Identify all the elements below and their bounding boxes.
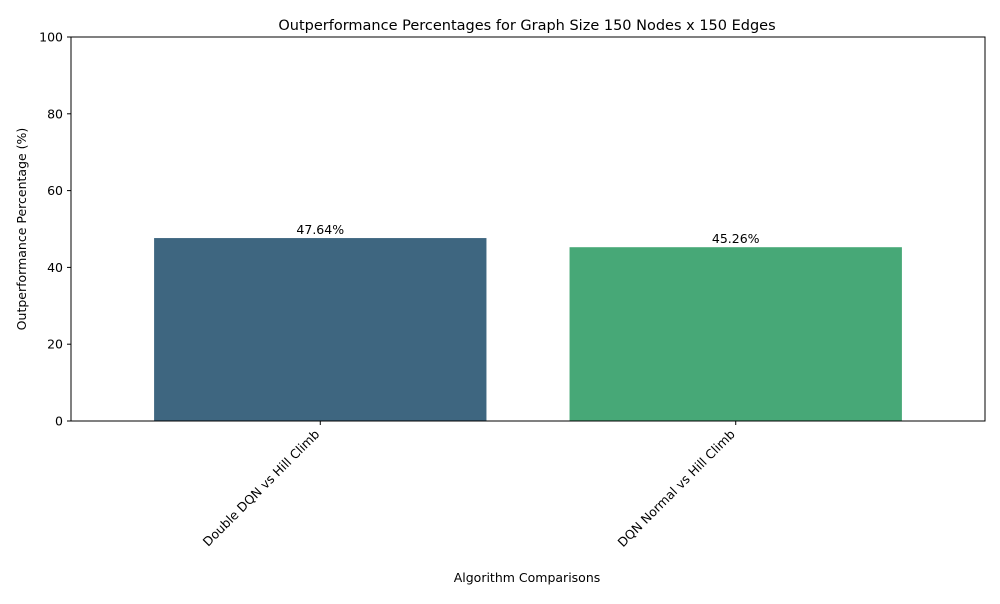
- y-axis: 0 20 40 60 80 100: [39, 30, 71, 429]
- x-tick-label-2: DQN Normal vs Hill Climb: [614, 426, 737, 549]
- x-tick-label-1: Double DQN vs Hill Climb: [200, 426, 323, 549]
- bar-2: [569, 247, 902, 421]
- x-axis: Double DQN vs Hill Climb DQN Normal vs Hi…: [200, 421, 738, 550]
- y-tick-label-4: 60: [47, 183, 63, 198]
- y-tick-label-1: 0: [55, 414, 63, 429]
- bar-value-label-2: 45.26%: [712, 231, 760, 246]
- y-axis-label: Outperformance Percentage (%): [14, 128, 29, 331]
- y-tick-label-6: 100: [39, 30, 63, 45]
- plot-frame: [70, 36, 986, 422]
- chart-title: Outperformance Percentages for Graph Siz…: [278, 18, 775, 34]
- y-tick-label-2: 20: [47, 337, 63, 352]
- x-axis-label: Algorithm Comparisons: [454, 570, 601, 585]
- value-labels-layer: 47.64% 45.26%: [296, 222, 759, 246]
- y-tick-label-3: 40: [47, 260, 63, 275]
- y-tick-label-5: 80: [47, 106, 63, 121]
- bar-value-label-1: 47.64%: [296, 222, 344, 237]
- bars-layer: [154, 238, 902, 421]
- bar-1: [154, 238, 487, 421]
